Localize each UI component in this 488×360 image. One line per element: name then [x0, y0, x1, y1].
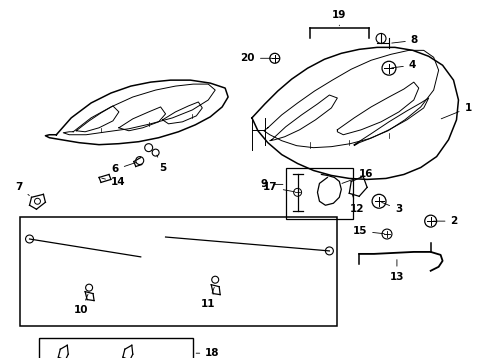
Bar — [40, 338, 193, 360]
Text: 5: 5 — [157, 155, 166, 172]
Text: 1: 1 — [440, 103, 471, 119]
Text: 20: 20 — [240, 53, 271, 63]
Text: 13: 13 — [389, 260, 404, 282]
Text: 10: 10 — [74, 294, 88, 315]
Text: 6: 6 — [111, 162, 136, 175]
Text: 11: 11 — [201, 287, 215, 309]
Text: 7: 7 — [16, 183, 29, 195]
Text: 17: 17 — [263, 183, 294, 192]
Text: 12: 12 — [349, 194, 364, 214]
Text: 4: 4 — [391, 60, 415, 70]
Text: 3: 3 — [381, 202, 401, 214]
Text: 16: 16 — [341, 170, 373, 184]
Text: 8: 8 — [391, 35, 417, 45]
Bar — [285, 167, 352, 219]
Text: 19: 19 — [331, 10, 346, 26]
Text: 14: 14 — [102, 177, 125, 188]
Text: 15: 15 — [352, 226, 384, 236]
Text: 9: 9 — [260, 179, 283, 189]
Bar — [20, 217, 337, 327]
Text: 18: 18 — [196, 348, 219, 358]
Text: 2: 2 — [432, 216, 457, 226]
